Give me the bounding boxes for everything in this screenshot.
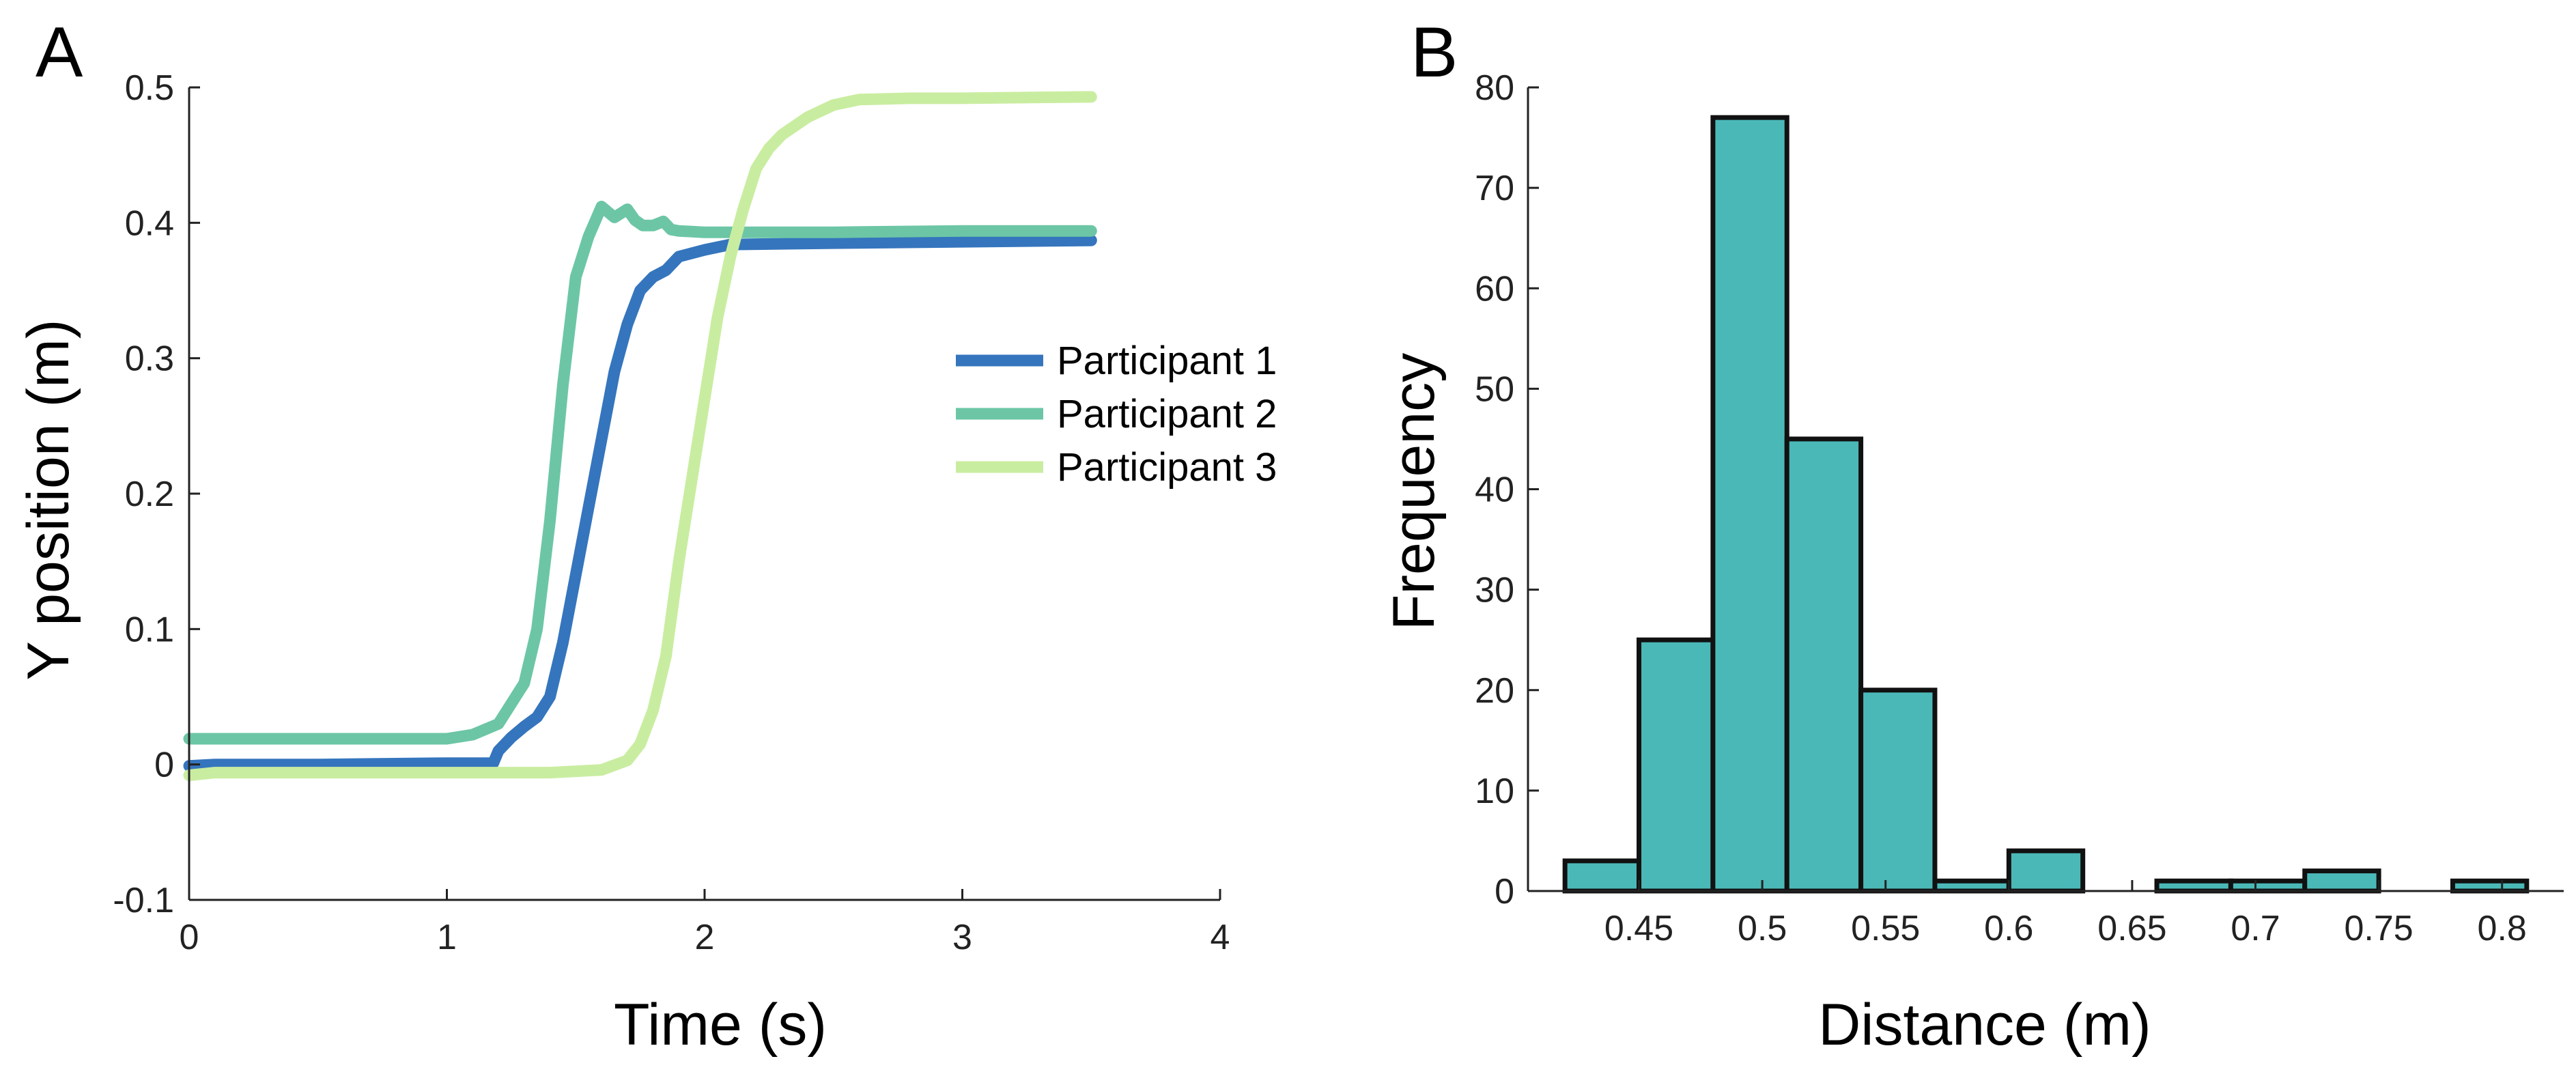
panel-a-x-tick-label: 0 bbox=[180, 918, 199, 957]
histogram-bar bbox=[1637, 637, 1716, 894]
histogram-bar bbox=[2006, 848, 2086, 894]
legend-label-participant-3: Participant 3 bbox=[1057, 445, 1277, 490]
panel-a-x-tick-label: 1 bbox=[437, 918, 457, 957]
panel-a-y-tick-label: 0.4 bbox=[125, 203, 174, 243]
histogram-bar bbox=[1858, 688, 1938, 894]
panel-a-x-tick-label: 4 bbox=[1211, 918, 1230, 957]
panel-a-lines bbox=[183, 91, 1097, 781]
panel-b-y-tick-label: 30 bbox=[1475, 571, 1514, 610]
panel-a-axes: 0 1 2 3 4-0.100.10.20.30.40.5 bbox=[113, 68, 1230, 957]
panel-b-y-tick-label: 20 bbox=[1475, 671, 1514, 711]
panel-b-y-tick-label: 0 bbox=[1495, 872, 1514, 912]
panel-b-x-tick-label: 0.5 bbox=[1738, 909, 1787, 948]
panel-b-x-tick-label: 0.6 bbox=[1984, 909, 2033, 948]
panel-b-x-tick-label: 0.7 bbox=[2231, 909, 2280, 948]
panel-b-y-axis-label: Frequency bbox=[1381, 353, 1447, 630]
panel-b-histogram: B 0.45 0.5 0.55 0.6 0.65 0.7 0.75 0.8 0 10 20 30 40 5… bbox=[1381, 13, 2564, 1058]
panel-a-y-tick-label: 0.2 bbox=[125, 475, 174, 514]
legend-label-participant-1: Participant 1 bbox=[1057, 339, 1277, 383]
histogram-bar bbox=[1932, 878, 2011, 894]
legend-label-participant-2: Participant 2 bbox=[1057, 392, 1277, 436]
histogram-bar bbox=[1710, 115, 1789, 894]
histogram-bar bbox=[2154, 878, 2233, 894]
panel-a-y-tick-label: -0.1 bbox=[113, 881, 174, 920]
histogram-bar bbox=[2302, 868, 2381, 894]
series-line-participant-2 bbox=[183, 201, 1097, 745]
histogram-bar bbox=[1784, 436, 1864, 894]
panel-b-y-tick-label: 50 bbox=[1475, 369, 1514, 409]
panel-a-x-tick-label: 2 bbox=[695, 918, 715, 957]
panel-b-y-tick-label: 60 bbox=[1475, 269, 1514, 309]
panel-b-x-tick-label: 0.75 bbox=[2344, 909, 2413, 948]
panel-a-x-axis-label: Time (s) bbox=[614, 992, 827, 1058]
panel-a-x-tick-label: 3 bbox=[952, 918, 972, 957]
panel-b-x-tick-label: 0.65 bbox=[2097, 909, 2166, 948]
panel-a-legend: Participant 1 Participant 2 Participant 3 bbox=[956, 339, 1277, 490]
panel-a-y-tick-label: 0 bbox=[154, 746, 174, 785]
panel-b-letter: B bbox=[1411, 13, 1458, 92]
panel-b-y-tick-label: 40 bbox=[1475, 470, 1514, 510]
histogram-bar bbox=[2228, 878, 2308, 894]
panel-b-y-tick-label: 80 bbox=[1475, 68, 1514, 108]
histogram-bar bbox=[1562, 858, 1642, 894]
panel-a-y-axis-label: Y position (m) bbox=[16, 320, 81, 681]
series-line-participant-1 bbox=[183, 234, 1097, 772]
panel-a-line-chart: A 0 1 2 3 4-0.100.10.20.30.40.5 Participant … bbox=[16, 13, 1277, 1058]
panel-b-x-axis-label: Distance (m) bbox=[1818, 992, 2151, 1058]
panel-b-y-tick-label: 10 bbox=[1475, 772, 1514, 811]
panel-b-x-tick-label: 0.8 bbox=[2478, 909, 2527, 948]
series-line-participant-3 bbox=[183, 91, 1097, 781]
panel-b-y-tick-label: 70 bbox=[1475, 169, 1514, 208]
panel-a-y-tick-label: 0.3 bbox=[125, 339, 174, 379]
panel-a-y-tick-label: 0.5 bbox=[125, 68, 174, 108]
panel-a-y-tick-label: 0.1 bbox=[125, 610, 174, 649]
panel-b-x-tick-label: 0.45 bbox=[1604, 909, 1673, 948]
histogram-bar bbox=[2450, 878, 2530, 894]
panel-a-letter: A bbox=[36, 13, 83, 92]
panel-b-axes: 0.45 0.5 0.55 0.6 0.65 0.7 0.75 0.8 0 10 20 30 40 50 6… bbox=[1475, 68, 2564, 948]
panel-b-x-tick-label: 0.55 bbox=[1851, 909, 1920, 948]
